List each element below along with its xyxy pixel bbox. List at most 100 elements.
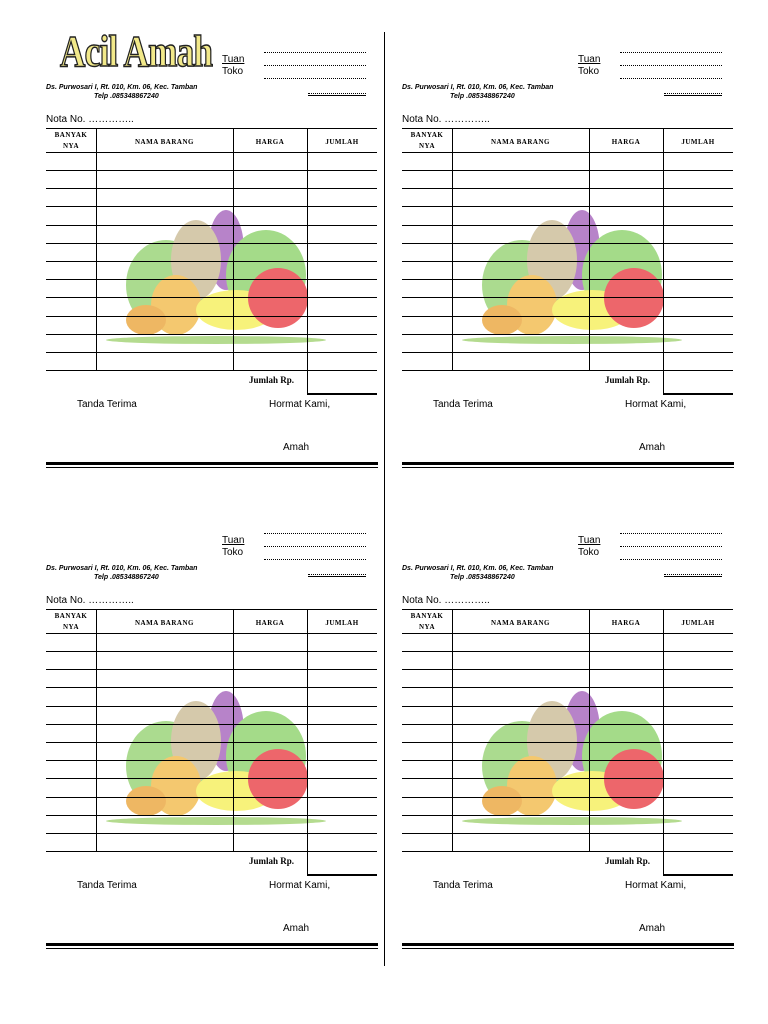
table-line bbox=[307, 370, 308, 394]
column-header: HARGA bbox=[255, 138, 285, 146]
column-header: BANYAK NYA bbox=[54, 131, 88, 150]
dotted-line bbox=[264, 559, 366, 560]
column-header: JUMLAH bbox=[681, 138, 715, 146]
vegetable-illustration bbox=[106, 210, 326, 344]
dotted-line bbox=[264, 533, 366, 534]
table-line bbox=[46, 152, 377, 153]
table-line bbox=[96, 609, 97, 851]
address: Ds. Purwosari I, Rt. 010, Km. 06, Kec. T… bbox=[402, 84, 554, 91]
double-line bbox=[402, 943, 734, 946]
column-header: BANYAK NYA bbox=[410, 131, 444, 150]
dotted-line bbox=[264, 65, 366, 66]
table-line bbox=[402, 206, 733, 208]
regards-label: Hormat Kami, bbox=[625, 399, 687, 410]
dotted-line bbox=[620, 65, 722, 66]
table-line bbox=[46, 778, 377, 780]
table-line bbox=[589, 128, 590, 370]
table-line bbox=[402, 279, 733, 281]
table-line bbox=[402, 723, 733, 725]
table-line bbox=[402, 352, 733, 353]
table-line bbox=[46, 315, 377, 317]
address: Ds. Purwosari I, Rt. 010, Km. 06, Kec. T… bbox=[46, 84, 198, 91]
table-line bbox=[307, 393, 377, 395]
phone: Telp .085348867240 bbox=[450, 574, 515, 581]
table-line bbox=[402, 833, 733, 834]
double-line bbox=[402, 467, 734, 468]
dotted-line bbox=[664, 574, 722, 577]
table-line bbox=[46, 224, 377, 226]
table-line bbox=[46, 669, 377, 671]
dotted-line bbox=[264, 52, 366, 53]
table-line bbox=[452, 128, 453, 370]
address: Ds. Purwosari I, Rt. 010, Km. 06, Kec. T… bbox=[46, 565, 198, 572]
table-line bbox=[402, 333, 733, 335]
address: Ds. Purwosari I, Rt. 010, Km. 06, Kec. T… bbox=[402, 565, 554, 572]
table-line bbox=[46, 370, 377, 372]
divider bbox=[384, 32, 385, 966]
nota-label: Nota No. ………….. bbox=[46, 595, 134, 606]
table-line bbox=[46, 723, 377, 725]
double-line bbox=[46, 467, 378, 468]
toko-label: Toko bbox=[578, 547, 600, 558]
table-line bbox=[46, 188, 377, 190]
tuan-label: Tuan bbox=[578, 54, 601, 65]
table-line bbox=[46, 609, 377, 610]
table-line bbox=[402, 651, 733, 652]
table-line bbox=[663, 393, 733, 395]
regards-label: Hormat Kami, bbox=[269, 880, 331, 891]
table-line bbox=[46, 261, 377, 262]
shop-title: Acil Amah bbox=[59, 26, 213, 77]
table-line bbox=[46, 297, 377, 299]
phone: Telp .085348867240 bbox=[450, 93, 515, 100]
phone: Telp .085348867240 bbox=[94, 93, 159, 100]
column-header: JUMLAH bbox=[325, 619, 359, 627]
column-header: NAMA BARANG bbox=[135, 138, 194, 146]
dotted-line bbox=[620, 533, 722, 534]
total-label: Jumlah Rp. bbox=[249, 375, 295, 385]
dotted-line bbox=[664, 93, 722, 96]
total-label: Jumlah Rp. bbox=[605, 856, 651, 866]
table-line bbox=[307, 609, 308, 851]
table-line bbox=[402, 687, 733, 689]
total-label: Jumlah Rp. bbox=[605, 375, 651, 385]
table-line bbox=[402, 261, 733, 262]
column-header: JUMLAH bbox=[325, 138, 359, 146]
nota-label: Nota No. ………….. bbox=[402, 114, 490, 125]
table-line bbox=[46, 242, 377, 244]
phone: Telp .085348867240 bbox=[94, 574, 159, 581]
table-line bbox=[46, 352, 377, 353]
regards-label: Hormat Kami, bbox=[625, 880, 687, 891]
signer-name: Amah bbox=[283, 923, 310, 934]
column-header: NAMA BARANG bbox=[491, 619, 550, 627]
table-line bbox=[402, 128, 733, 129]
regards-label: Hormat Kami, bbox=[269, 399, 331, 410]
tuan-label: Tuan bbox=[578, 535, 601, 546]
table-line bbox=[402, 188, 733, 190]
column-header: HARGA bbox=[611, 138, 641, 146]
table-line bbox=[402, 152, 733, 153]
column-header: NAMA BARANG bbox=[491, 138, 550, 146]
table-line bbox=[46, 687, 377, 689]
dotted-line bbox=[620, 52, 722, 53]
double-line bbox=[402, 948, 734, 949]
dotted-line bbox=[620, 546, 722, 547]
table-line bbox=[663, 874, 733, 876]
table-line bbox=[233, 609, 234, 851]
nota-label: Nota No. ………….. bbox=[46, 114, 134, 125]
table-line bbox=[307, 128, 308, 370]
table-line bbox=[402, 224, 733, 226]
table-line bbox=[402, 242, 733, 244]
table-line bbox=[663, 609, 664, 851]
table-line bbox=[46, 851, 377, 853]
nota-label: Nota No. ………….. bbox=[402, 595, 490, 606]
table-line bbox=[589, 609, 590, 851]
table-line bbox=[46, 279, 377, 281]
tuan-label: Tuan bbox=[222, 54, 245, 65]
table-line bbox=[46, 814, 377, 816]
table-line bbox=[402, 633, 733, 634]
receiver-label: Tanda Terima bbox=[433, 399, 493, 410]
dotted-line bbox=[308, 574, 366, 577]
toko-label: Toko bbox=[222, 547, 244, 558]
total-label: Jumlah Rp. bbox=[249, 856, 295, 866]
